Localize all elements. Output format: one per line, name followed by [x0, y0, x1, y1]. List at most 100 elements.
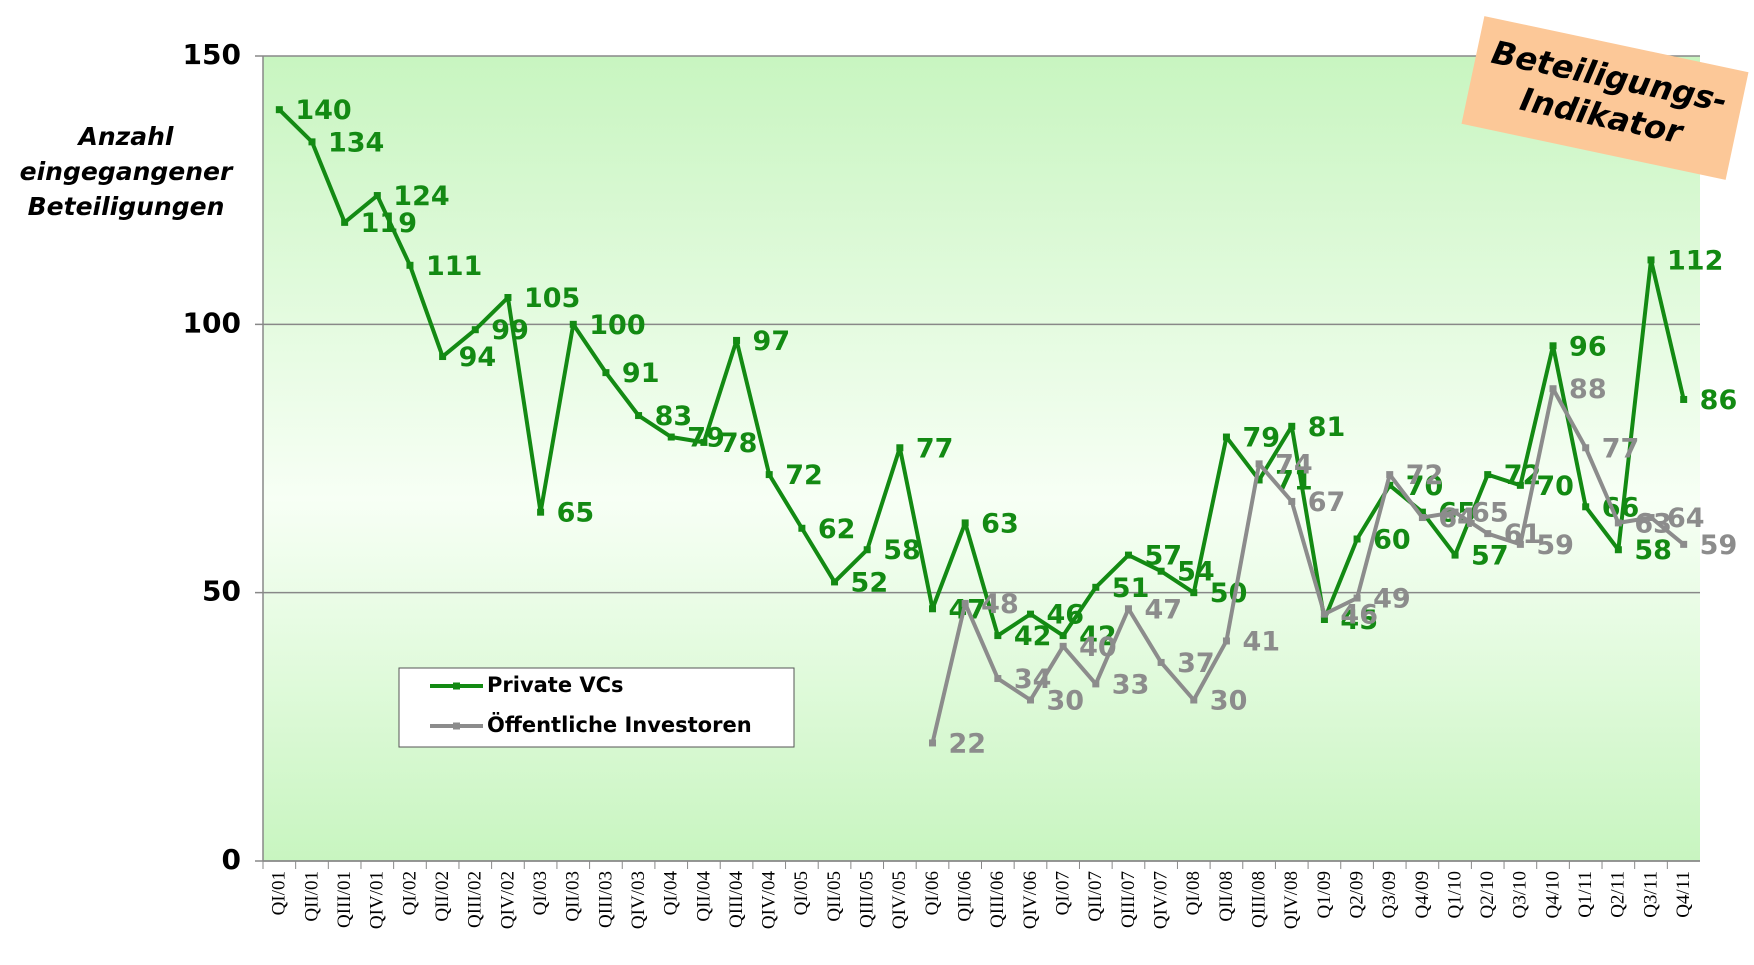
legend-marker [453, 682, 460, 690]
data-label: 65 [1471, 498, 1509, 529]
data-label: 58 [883, 535, 921, 566]
y-tick-label: 150 [183, 38, 241, 71]
data-label: 22 [949, 728, 987, 759]
x-tick-label: Q1/11 [1575, 871, 1596, 918]
point [929, 739, 937, 747]
data-label: 64 [1438, 503, 1476, 534]
data-label: 47 [1144, 594, 1182, 625]
x-tick-label: Q1/10 [1444, 871, 1465, 919]
point [1549, 342, 1557, 350]
data-label: 41 [1242, 626, 1280, 657]
point [1190, 589, 1198, 597]
data-label: 42 [1014, 621, 1052, 652]
point [994, 675, 1002, 683]
data-label: 46 [1340, 600, 1378, 631]
point [1582, 444, 1590, 452]
point [961, 599, 969, 607]
point [1255, 460, 1263, 468]
data-label: 46 [1046, 600, 1084, 631]
x-tick-label: QIII/02 [465, 871, 486, 928]
point [1059, 642, 1067, 650]
point [1614, 546, 1622, 554]
point [1484, 530, 1492, 538]
point [373, 192, 381, 200]
x-tick-label: QIII/05 [857, 871, 878, 928]
data-label: 59 [1536, 530, 1574, 561]
x-tick-label: QIV/07 [1150, 871, 1171, 929]
y-axis-label: eingegangener [20, 157, 234, 186]
point [1353, 594, 1361, 602]
x-tick-label: Q2/11 [1608, 871, 1629, 918]
x-tick-label: QII/04 [693, 871, 714, 922]
point [929, 605, 937, 613]
point [1320, 610, 1328, 618]
data-label: 33 [1112, 669, 1150, 700]
point [1124, 551, 1132, 559]
point [1614, 519, 1622, 527]
data-label: 112 [1667, 245, 1723, 276]
data-label: 63 [981, 508, 1019, 539]
data-label: 70 [1536, 471, 1574, 502]
y-axis-label: Beteiligungen [28, 192, 225, 221]
x-tick-label: QIV/08 [1281, 871, 1302, 929]
point [1255, 476, 1263, 484]
point [1288, 422, 1296, 430]
y-axis-label: Anzahl [77, 122, 174, 151]
x-tick-label: Q4/10 [1542, 871, 1563, 919]
data-label: 72 [1406, 460, 1444, 491]
x-tick-label: QI/02 [399, 871, 420, 915]
badge-box [1461, 16, 1749, 180]
point [406, 261, 414, 269]
point [341, 218, 349, 226]
x-tick-label: QIII/06 [987, 871, 1008, 928]
data-label: 72 [785, 460, 823, 491]
x-tick-label: Q4/09 [1412, 871, 1433, 919]
x-tick-label: Q2/09 [1346, 871, 1367, 919]
x-tick-label: QII/03 [563, 871, 584, 922]
data-label: 134 [328, 127, 384, 158]
x-tick-label: QIV/04 [759, 871, 780, 930]
x-tick-label: QII/02 [432, 871, 453, 922]
x-tick-label: QIV/01 [367, 871, 388, 929]
series-line [930, 386, 1685, 744]
data-label: 79 [1242, 423, 1280, 454]
data-label: 58 [1634, 535, 1672, 566]
point [961, 519, 969, 527]
point [1288, 497, 1296, 505]
point [863, 546, 871, 554]
data-label: 63 [1634, 508, 1672, 539]
data-label: 57 [1144, 541, 1182, 572]
x-tick-label: QI/04 [661, 871, 682, 916]
data-label: 97 [753, 326, 791, 357]
point [1516, 481, 1524, 489]
point [1320, 616, 1328, 623]
data-label: 57 [1471, 541, 1509, 572]
point [635, 412, 643, 420]
x-tick-label: Q3/10 [1510, 871, 1531, 919]
x-tick-label: QIV/06 [1020, 871, 1041, 929]
point [1516, 540, 1524, 548]
point [1353, 535, 1361, 543]
x-tick-label: QII/05 [824, 871, 845, 922]
x-tick-label: QI/07 [1053, 871, 1074, 915]
x-tick-label: QIII/07 [1118, 871, 1139, 928]
data-label: 67 [1308, 487, 1346, 518]
point [1222, 637, 1230, 645]
point [439, 353, 447, 361]
x-tick-label: Q3/11 [1640, 871, 1661, 918]
y-tick-label: 50 [202, 575, 241, 608]
x-tick-label: Q3/09 [1379, 871, 1400, 919]
point [1549, 385, 1557, 393]
data-label: 49 [1373, 584, 1411, 615]
data-label: 88 [1569, 374, 1607, 405]
data-label: 60 [1373, 525, 1411, 556]
data-label: 105 [524, 283, 580, 314]
legend-label: Private VCs [487, 673, 624, 697]
data-label: 52 [851, 567, 889, 598]
legend-marker [453, 722, 460, 730]
point [1026, 696, 1034, 704]
point [275, 106, 283, 114]
point [733, 336, 741, 344]
x-tick-label: QI/05 [791, 871, 812, 915]
x-tick-label: QII/06 [955, 871, 976, 922]
